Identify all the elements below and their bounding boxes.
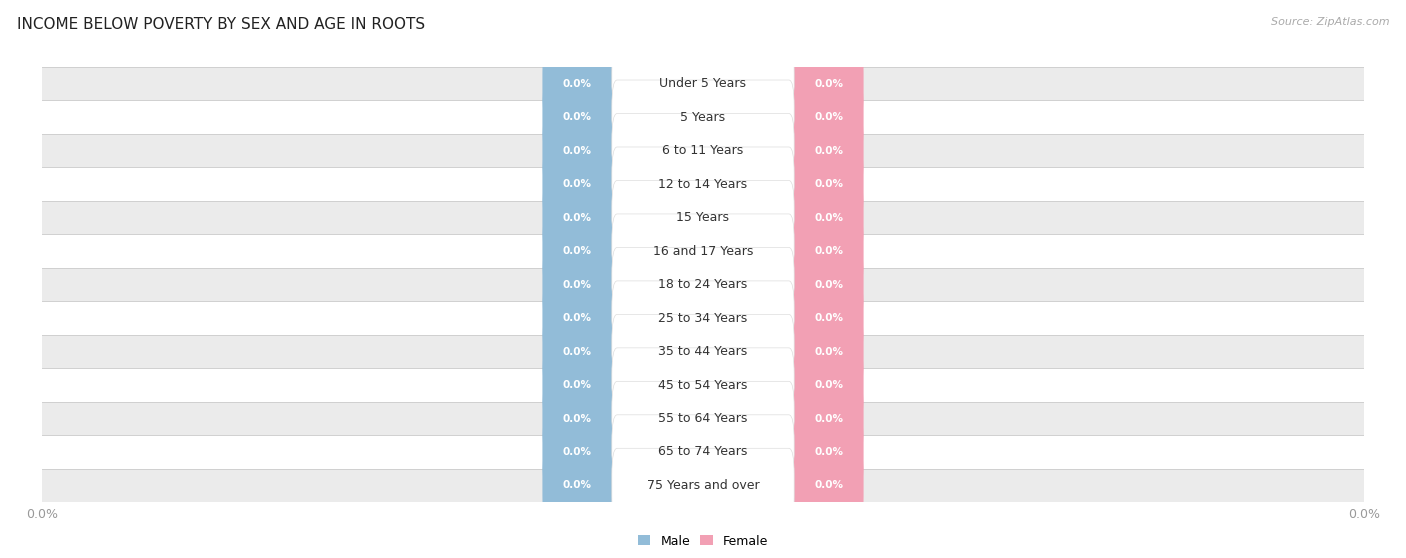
Bar — [42, 134, 1364, 167]
Bar — [42, 301, 1364, 335]
FancyBboxPatch shape — [793, 448, 863, 523]
Bar — [42, 402, 1364, 435]
FancyBboxPatch shape — [543, 348, 613, 422]
FancyBboxPatch shape — [793, 180, 863, 255]
FancyBboxPatch shape — [793, 314, 863, 389]
FancyBboxPatch shape — [793, 281, 863, 355]
Legend: Male, Female: Male, Female — [633, 530, 773, 552]
FancyBboxPatch shape — [543, 314, 613, 389]
FancyBboxPatch shape — [612, 180, 794, 255]
FancyBboxPatch shape — [793, 381, 863, 456]
Text: 0.0%: 0.0% — [562, 347, 592, 357]
Text: 0.0%: 0.0% — [562, 280, 592, 290]
Text: 55 to 64 Years: 55 to 64 Years — [658, 412, 748, 425]
Text: 0.0%: 0.0% — [814, 347, 844, 357]
FancyBboxPatch shape — [612, 348, 794, 422]
Text: 0.0%: 0.0% — [814, 146, 844, 156]
Text: 18 to 24 Years: 18 to 24 Years — [658, 278, 748, 291]
FancyBboxPatch shape — [793, 147, 863, 222]
FancyBboxPatch shape — [543, 281, 613, 355]
FancyBboxPatch shape — [543, 214, 613, 288]
FancyBboxPatch shape — [612, 113, 794, 188]
FancyBboxPatch shape — [612, 247, 794, 322]
Text: 0.0%: 0.0% — [562, 413, 592, 424]
FancyBboxPatch shape — [793, 46, 863, 121]
FancyBboxPatch shape — [612, 448, 794, 523]
Bar — [42, 234, 1364, 268]
FancyBboxPatch shape — [793, 247, 863, 322]
FancyBboxPatch shape — [543, 80, 613, 155]
Text: Under 5 Years: Under 5 Years — [659, 77, 747, 90]
Text: 0.0%: 0.0% — [814, 313, 844, 323]
FancyBboxPatch shape — [543, 381, 613, 456]
Text: 45 to 54 Years: 45 to 54 Years — [658, 378, 748, 392]
FancyBboxPatch shape — [543, 247, 613, 322]
Text: 0.0%: 0.0% — [562, 447, 592, 457]
Bar — [42, 100, 1364, 134]
Text: 0.0%: 0.0% — [562, 313, 592, 323]
Text: Source: ZipAtlas.com: Source: ZipAtlas.com — [1271, 17, 1389, 27]
Text: 75 Years and over: 75 Years and over — [647, 479, 759, 492]
Text: 0.0%: 0.0% — [814, 179, 844, 189]
Text: 0.0%: 0.0% — [814, 280, 844, 290]
Text: 16 and 17 Years: 16 and 17 Years — [652, 244, 754, 258]
FancyBboxPatch shape — [612, 381, 794, 456]
Text: 6 to 11 Years: 6 to 11 Years — [662, 144, 744, 157]
FancyBboxPatch shape — [612, 214, 794, 288]
Text: 35 to 44 Years: 35 to 44 Years — [658, 345, 748, 358]
Text: 0.0%: 0.0% — [814, 79, 844, 89]
Text: 0.0%: 0.0% — [562, 146, 592, 156]
FancyBboxPatch shape — [543, 448, 613, 523]
FancyBboxPatch shape — [612, 281, 794, 355]
FancyBboxPatch shape — [793, 348, 863, 422]
Text: 0.0%: 0.0% — [814, 380, 844, 390]
Bar — [42, 67, 1364, 100]
FancyBboxPatch shape — [612, 415, 794, 489]
Text: 0.0%: 0.0% — [814, 413, 844, 424]
Text: 25 to 34 Years: 25 to 34 Years — [658, 311, 748, 325]
FancyBboxPatch shape — [612, 314, 794, 389]
Bar — [42, 435, 1364, 469]
FancyBboxPatch shape — [612, 46, 794, 121]
Text: 5 Years: 5 Years — [681, 110, 725, 124]
FancyBboxPatch shape — [793, 80, 863, 155]
Bar — [42, 368, 1364, 402]
Bar — [42, 469, 1364, 502]
Text: INCOME BELOW POVERTY BY SEX AND AGE IN ROOTS: INCOME BELOW POVERTY BY SEX AND AGE IN R… — [17, 17, 425, 32]
Text: 15 Years: 15 Years — [676, 211, 730, 224]
FancyBboxPatch shape — [612, 80, 794, 155]
Text: 0.0%: 0.0% — [814, 112, 844, 122]
FancyBboxPatch shape — [793, 415, 863, 489]
Text: 65 to 74 Years: 65 to 74 Years — [658, 445, 748, 459]
FancyBboxPatch shape — [612, 147, 794, 222]
FancyBboxPatch shape — [543, 147, 613, 222]
FancyBboxPatch shape — [793, 113, 863, 188]
FancyBboxPatch shape — [543, 180, 613, 255]
Bar — [42, 268, 1364, 301]
Text: 0.0%: 0.0% — [562, 480, 592, 490]
Text: 0.0%: 0.0% — [562, 179, 592, 189]
FancyBboxPatch shape — [793, 214, 863, 288]
Bar — [42, 201, 1364, 234]
Text: 0.0%: 0.0% — [562, 213, 592, 223]
Text: 0.0%: 0.0% — [814, 447, 844, 457]
Text: 0.0%: 0.0% — [562, 112, 592, 122]
Text: 12 to 14 Years: 12 to 14 Years — [658, 177, 748, 191]
Text: 0.0%: 0.0% — [562, 246, 592, 256]
FancyBboxPatch shape — [543, 113, 613, 188]
FancyBboxPatch shape — [543, 46, 613, 121]
FancyBboxPatch shape — [543, 415, 613, 489]
Bar — [42, 167, 1364, 201]
Text: 0.0%: 0.0% — [562, 380, 592, 390]
Bar — [42, 335, 1364, 368]
Text: 0.0%: 0.0% — [814, 246, 844, 256]
Text: 0.0%: 0.0% — [814, 480, 844, 490]
Text: 0.0%: 0.0% — [562, 79, 592, 89]
Text: 0.0%: 0.0% — [814, 213, 844, 223]
